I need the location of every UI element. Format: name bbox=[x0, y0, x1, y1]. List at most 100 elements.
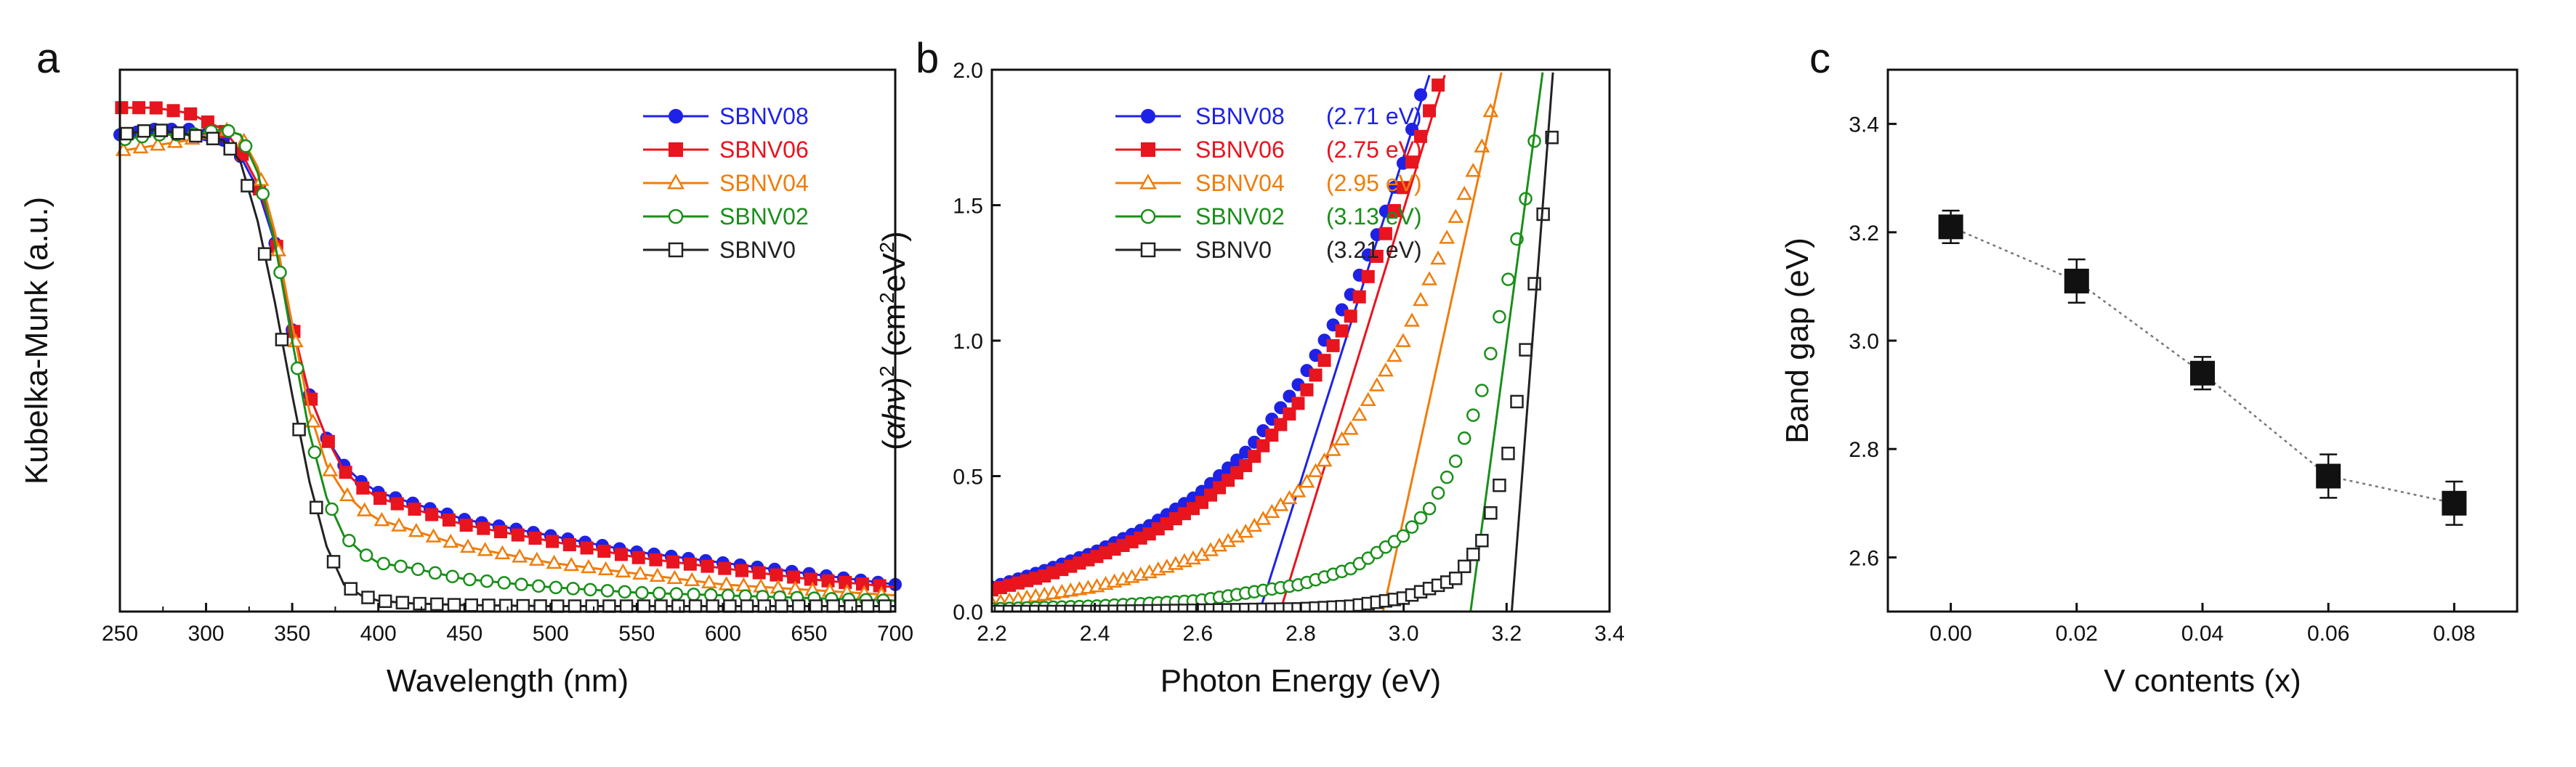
panel-a-point-SBNV0 bbox=[654, 599, 668, 613]
panel-a-point-SBNV0 bbox=[740, 599, 754, 613]
panel-a-point-SBNV0 bbox=[706, 599, 719, 613]
panel-a-point-SBNV02 bbox=[463, 572, 477, 587]
panel-b-xtick-label: 2.8 bbox=[1285, 622, 1316, 646]
panel-a-point-SBNV06 bbox=[408, 503, 421, 516]
panel-b-legend: SBNV08 (2.71 eV) SBNV06 (2.75 eV) SBNV04 (2.9… bbox=[1115, 103, 1422, 263]
panel-a-point-SBNV06 bbox=[166, 104, 180, 118]
panel-a-point-SBNV02 bbox=[635, 585, 649, 600]
panel-b-point-SBNV04 bbox=[1448, 208, 1464, 223]
panel-b-ytick-label: 1.5 bbox=[953, 195, 983, 219]
panel-b-point-SBNV06 bbox=[1344, 309, 1357, 323]
panel-a-point-SBNV0 bbox=[292, 423, 306, 437]
legend-b-label-SBNV0: SBNV0 bbox=[1195, 237, 1272, 263]
panel-b-point-SBNV02 bbox=[1475, 384, 1489, 397]
panel-b-point-SBNV04 bbox=[1307, 463, 1324, 477]
panel-a-point-SBNV04 bbox=[632, 565, 649, 580]
panel-b-point-SBNV04 bbox=[1342, 421, 1359, 435]
panel-a-point-SBNV06 bbox=[718, 561, 732, 575]
panel-a-point-SBNV0 bbox=[860, 599, 875, 613]
panel-c-ytick-label: 2.8 bbox=[1849, 438, 1879, 462]
panel-a-point-SBNV0 bbox=[189, 129, 203, 143]
panel-b-point-SBNV06 bbox=[1387, 203, 1401, 217]
legend-b-label-SBNV08: SBNV08 bbox=[1195, 103, 1285, 129]
panel-b-point-SBNV0 bbox=[1475, 534, 1489, 548]
panel-a-point-SBNV0 bbox=[257, 247, 272, 261]
panel-b-point-SBNV0 bbox=[1055, 604, 1069, 612]
panel-b-point-SBNV0 bbox=[1510, 394, 1524, 409]
panel-a-point-SBNV0 bbox=[223, 142, 238, 156]
panel-c-xtick-label: 0.04 bbox=[2181, 622, 2224, 646]
panel-a-point-SBNV04 bbox=[512, 548, 528, 563]
panel-a-point-SBNV02 bbox=[549, 580, 563, 595]
panel-a-point-SBNV04 bbox=[581, 559, 597, 574]
panel-a-point-SBNV04 bbox=[528, 551, 545, 566]
panel-b-point-SBNV04 bbox=[1482, 102, 1499, 118]
panel-a-line-SBNV08 bbox=[119, 128, 896, 586]
legend-b-marker-SBNV04 bbox=[1139, 174, 1158, 190]
panel-a-point-SBNV0 bbox=[447, 598, 461, 612]
panel-a-point-SBNV0 bbox=[637, 599, 651, 613]
panel-b-point-SBNV06 bbox=[1300, 383, 1314, 397]
panel-a-point-SBNV06 bbox=[839, 575, 852, 589]
panel-a-xtick-label: 500 bbox=[533, 622, 569, 646]
panel-c-xtick-label: 0.06 bbox=[2307, 622, 2349, 646]
panel-a-point-SBNV06 bbox=[511, 528, 525, 542]
panel-a-xlabel: Wavelength (nm) bbox=[387, 663, 629, 699]
panel-b-point-SBNV04 bbox=[1333, 431, 1350, 446]
legend-b-marker-SBNV0 bbox=[1140, 242, 1156, 258]
panel-a-ylabel: Kubelka-Munk (a.u.) bbox=[19, 197, 54, 484]
panel-a-xtick-label: 300 bbox=[188, 622, 225, 646]
panel-a-point-SBNV0 bbox=[516, 598, 530, 613]
panel-b-point-SBNV04 bbox=[1299, 474, 1315, 488]
panel-b-point-SBNV0 bbox=[1002, 604, 1017, 612]
panel-a-point-SBNV02 bbox=[325, 502, 339, 516]
panel-c-ytick-label: 2.6 bbox=[1849, 546, 1879, 570]
panel-b-point-SBNV04 bbox=[1246, 517, 1263, 532]
panel-a-point-SBNV0 bbox=[482, 598, 496, 612]
panel-a-point-SBNV04 bbox=[374, 511, 390, 527]
panel-c-guide-line bbox=[1950, 226, 2455, 505]
panel-b-point-SBNV04 bbox=[1316, 452, 1333, 467]
panel-a-point-SBNV06 bbox=[356, 481, 370, 495]
panel-a-point-SBNV02 bbox=[428, 566, 443, 580]
panel-a-point-SBNV0 bbox=[464, 598, 478, 612]
panel-b-point-SBNV02 bbox=[1484, 346, 1498, 361]
panel-b-ytick-label: 2.0 bbox=[953, 59, 983, 83]
panel-b-point-SBNV06 bbox=[1309, 368, 1323, 382]
panel-a-point-SBNV0 bbox=[844, 599, 857, 613]
panel-b-point-SBNV04 bbox=[1368, 377, 1385, 391]
panel-a-point-SBNV02 bbox=[531, 579, 546, 593]
panel-a-point-SBNV0 bbox=[326, 555, 341, 569]
panel-b-point-SBNV0 bbox=[1466, 548, 1480, 561]
panel-b-ytick-label: 1.0 bbox=[953, 330, 983, 354]
panel-b-fit-SBNV0 bbox=[1510, 72, 1554, 612]
panel-a-point-SBNV0 bbox=[395, 596, 410, 609]
panel-b-point-SBNV06 bbox=[1248, 450, 1261, 463]
panel-b-fit-SBNV02 bbox=[1469, 72, 1544, 612]
panel-a-point-SBNV06 bbox=[787, 570, 801, 584]
panel-b-point-SBNV0 bbox=[993, 604, 1008, 612]
panel-b-point-SBNV02 bbox=[1440, 470, 1454, 484]
panel-a-point-SBNV04 bbox=[322, 462, 339, 476]
panel-a-point-SBNV06 bbox=[580, 541, 594, 555]
legend-b-gap-SBNV02: (3.13 eV) bbox=[1326, 203, 1422, 230]
panel-a-point-SBNV02 bbox=[600, 584, 615, 598]
panel-a-point-SBNV0 bbox=[154, 123, 169, 137]
panel-c-point bbox=[2442, 490, 2467, 516]
panel-c-ytick-label: 3.0 bbox=[1849, 330, 1879, 354]
panel-a-point-SBNV04 bbox=[477, 542, 493, 556]
panel-b-point-SBNV0 bbox=[1484, 506, 1498, 520]
panel-b-point-SBNV02 bbox=[1501, 272, 1515, 286]
panel-b-point-SBNV06 bbox=[1265, 429, 1279, 442]
panel-a-point-SBNV02 bbox=[307, 445, 322, 459]
panel-b-point-SBNV04 bbox=[1386, 347, 1402, 362]
panel-a-point-SBNV0 bbox=[688, 599, 703, 613]
legend-b-gap-SBNV04: (2.95 eV) bbox=[1326, 170, 1422, 196]
panel-b-point-SBNV06 bbox=[1326, 338, 1340, 352]
panel-b-point-SBNV06 bbox=[1370, 249, 1384, 263]
panel-a-point-SBNV06 bbox=[700, 559, 714, 573]
panel-b-xtick-label: 3.0 bbox=[1389, 622, 1419, 646]
panel-c-point bbox=[2316, 463, 2341, 489]
panel-b-point-SBNV06 bbox=[1291, 397, 1305, 410]
panel-c-point bbox=[2064, 268, 2089, 293]
